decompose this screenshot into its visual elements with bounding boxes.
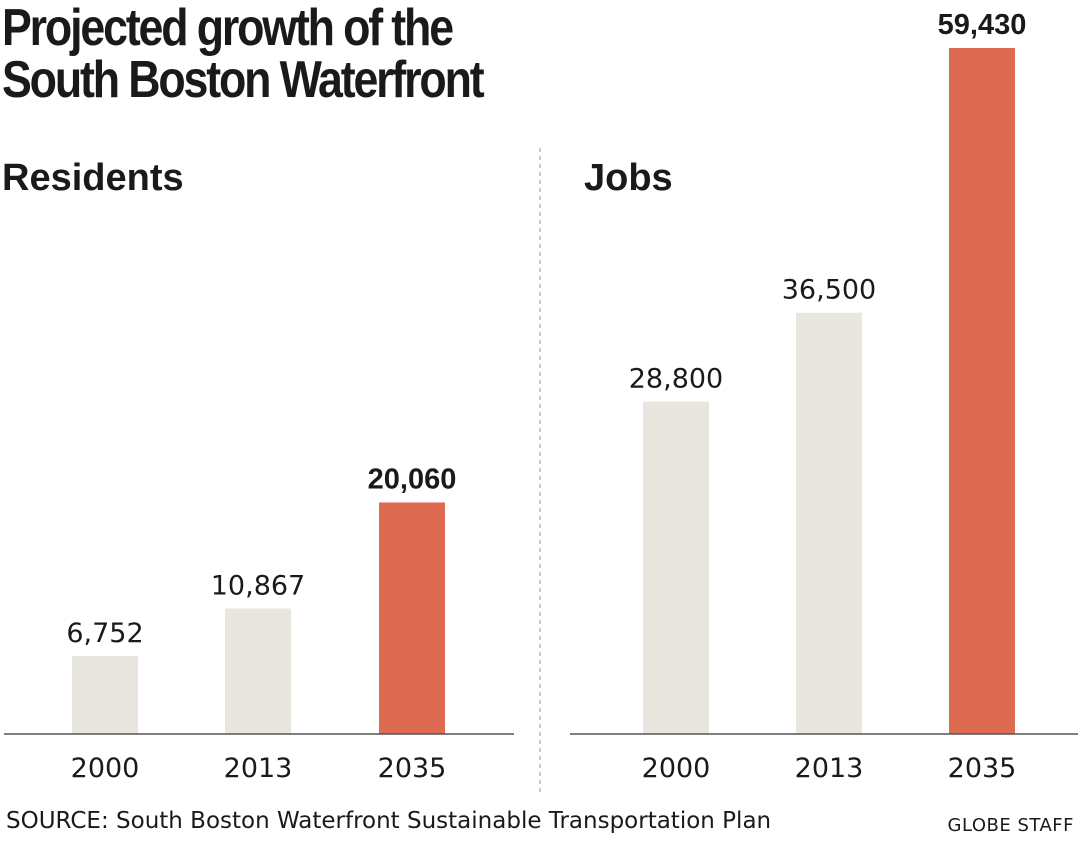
residents-value-label-2013: 10,867 (211, 571, 305, 602)
jobs-bar-2013 (796, 312, 862, 734)
jobs-tick-label-2000: 2000 (642, 753, 711, 784)
residents-value-label-2035: 20,060 (368, 463, 457, 495)
jobs-value-label-2013: 36,500 (782, 275, 876, 306)
jobs-panel-title: Jobs (584, 157, 673, 199)
residents-bar-2013 (225, 608, 291, 734)
chart-title: Projected growth of the South Boston Wat… (2, 0, 485, 109)
chart-title-line-2: South Boston Waterfront (2, 51, 485, 109)
residents-bar-2000 (72, 656, 138, 734)
residents-panel-title: Residents (2, 157, 184, 199)
jobs-value-label-2000: 28,800 (629, 364, 723, 395)
residents-tick-label-2000: 2000 (71, 753, 140, 784)
chart-title-line-1: Projected growth of the (2, 0, 454, 57)
jobs-bar-2035 (949, 48, 1015, 734)
jobs-bar-2000 (643, 401, 709, 734)
jobs-value-label-2035: 59,430 (938, 9, 1027, 41)
source-note: SOURCE: South Boston Waterfront Sustaina… (6, 808, 772, 834)
jobs-tick-label-2035: 2035 (948, 753, 1017, 784)
jobs-tick-label-2013: 2013 (795, 753, 864, 784)
residents-bar-2035 (379, 502, 445, 734)
residents-tick-label-2013: 2013 (224, 753, 293, 784)
residents-value-label-2000: 6,752 (66, 618, 143, 649)
residents-tick-label-2035: 2035 (378, 753, 447, 784)
credit-note: GLOBE STAFF (947, 815, 1074, 836)
